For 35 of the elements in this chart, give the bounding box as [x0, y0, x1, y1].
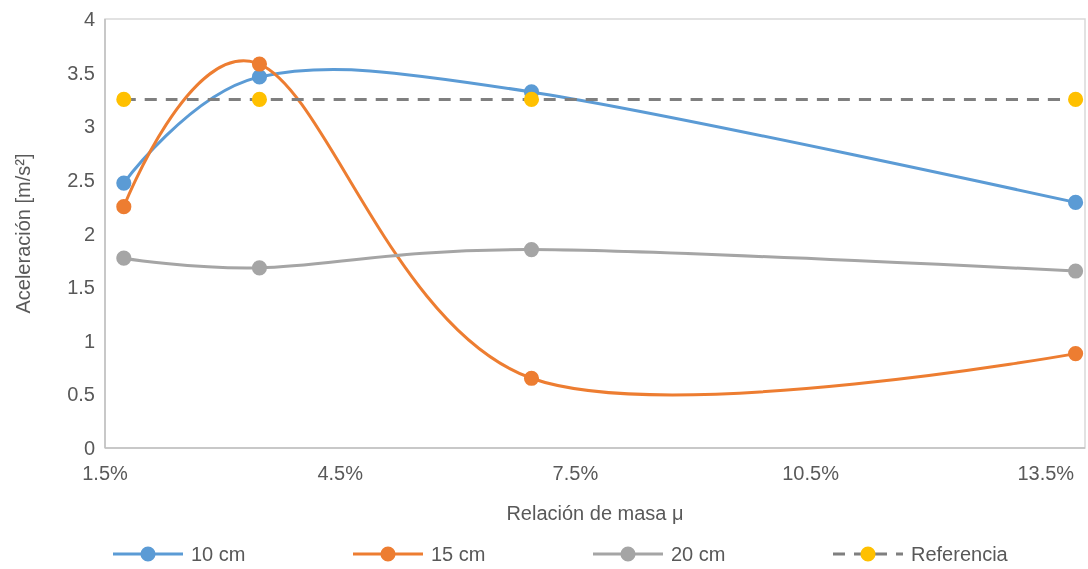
y-tick-label: 2.5 — [67, 168, 95, 191]
y-tick-label: 0.5 — [67, 383, 95, 406]
x-tick-label: 1.5% — [82, 462, 129, 484]
y-tick-label: 3.5 — [67, 61, 95, 84]
y-axis-title: Aceleración [m/s²] — [12, 153, 34, 314]
x-tick-label: 7.5% — [552, 462, 599, 484]
legend-label: 10 cm — [191, 543, 246, 565]
legend-label: 20 cm — [671, 543, 726, 565]
legend-label: Referencia — [911, 543, 1009, 565]
point — [251, 260, 268, 276]
point — [523, 242, 540, 258]
y-tick-label: 4 — [83, 8, 95, 30]
point — [116, 175, 132, 191]
x-axis-title: Relación de masa μ — [506, 502, 684, 524]
point — [1068, 91, 1084, 107]
y-tick-label: 1 — [83, 329, 95, 352]
point — [116, 91, 132, 107]
point — [523, 370, 540, 386]
point — [1068, 346, 1084, 362]
point — [523, 91, 540, 107]
point — [116, 199, 132, 215]
point — [251, 91, 268, 107]
x-tick-label: 4.5% — [317, 462, 364, 484]
y-tick-label: 3 — [83, 115, 95, 138]
point — [116, 250, 132, 266]
y-tick-label: 2 — [83, 222, 95, 245]
point — [1068, 194, 1084, 210]
y-tick-label: 1.5 — [67, 276, 95, 299]
y-tick-label: 0 — [83, 437, 95, 459]
x-tick-label: 13.5% — [1017, 462, 1075, 484]
point — [251, 69, 268, 85]
legend-label: 15 cm — [431, 543, 486, 565]
point — [1068, 263, 1084, 279]
x-tick-label: 10.5% — [782, 462, 840, 484]
point — [251, 56, 268, 72]
